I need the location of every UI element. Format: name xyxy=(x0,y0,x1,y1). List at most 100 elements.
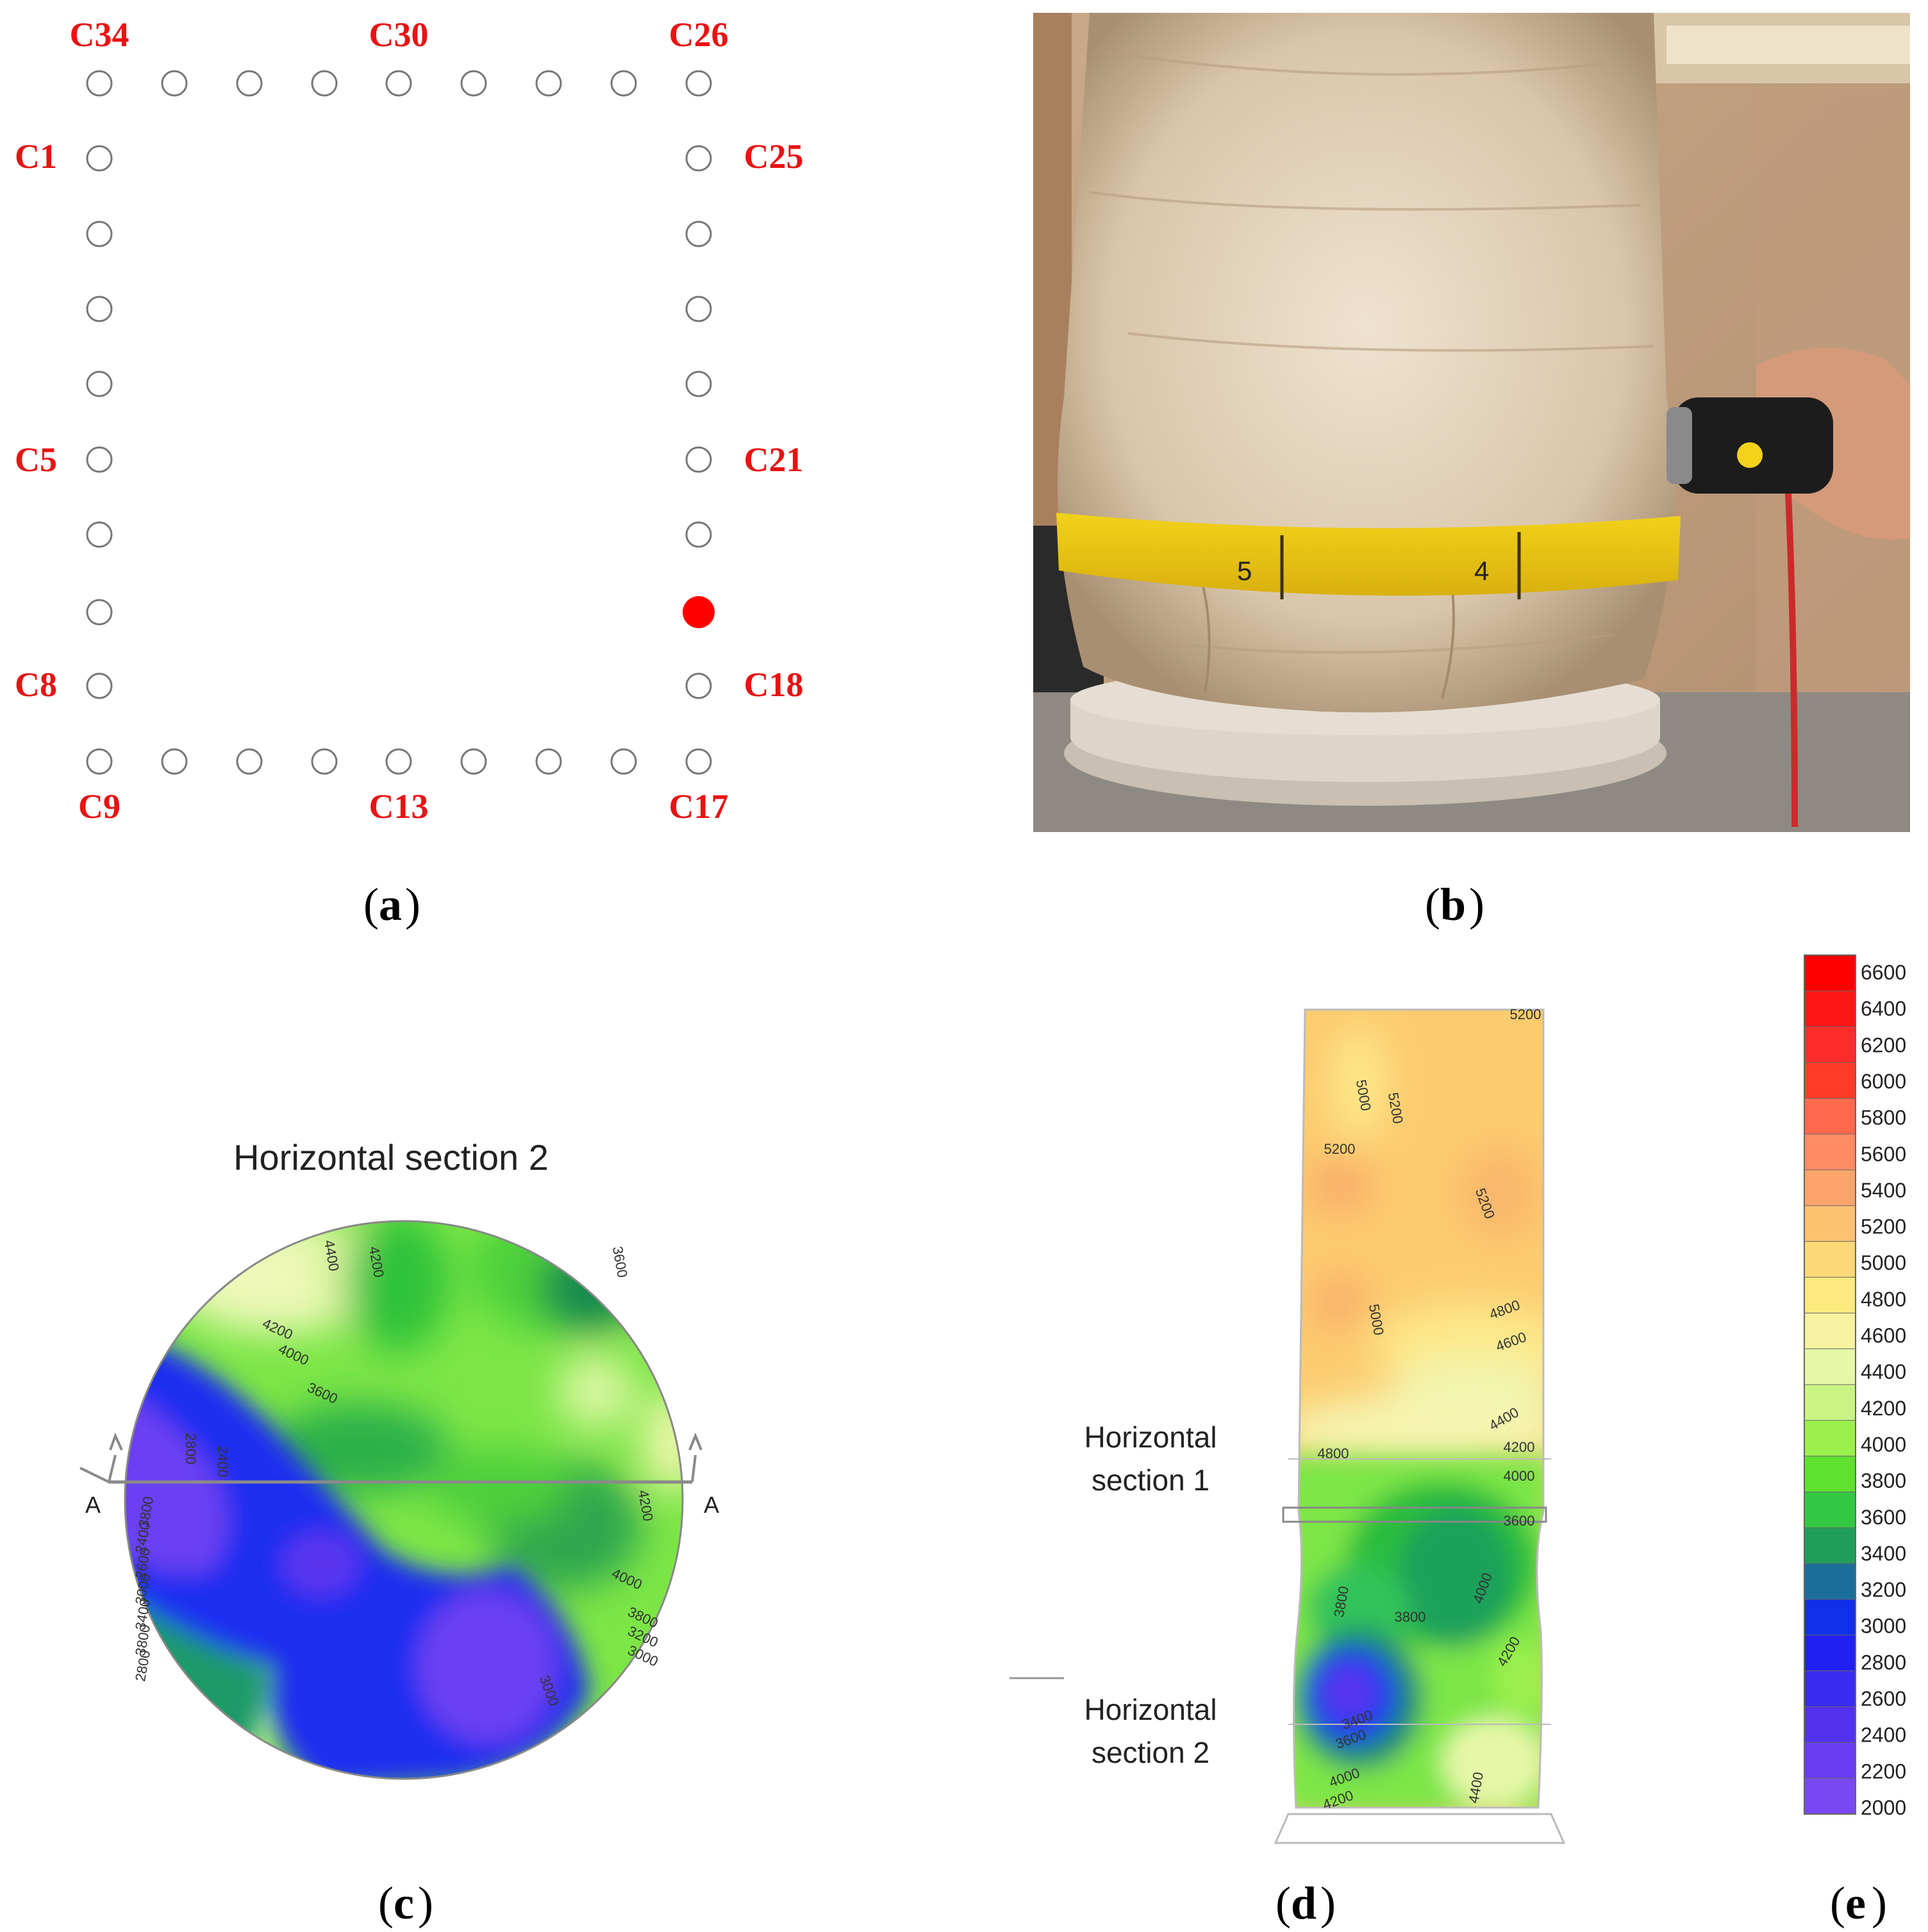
caption-b: ( b ) xyxy=(1425,879,1484,930)
measure-point xyxy=(161,748,188,775)
measure-point xyxy=(236,70,263,97)
svg-text:Horizontal: Horizontal xyxy=(1084,1420,1217,1454)
legend-band xyxy=(1804,1420,1856,1457)
legend-tick-label: 3200 xyxy=(1861,1578,1906,1601)
legend-band xyxy=(1804,1742,1856,1779)
measure-point xyxy=(86,672,113,699)
velocity-legend: 6600 6400 6200 6000 5800 5600 5400 5200 5000 4800… xyxy=(1804,954,1906,1819)
legend-tick-label: 4800 xyxy=(1861,1288,1906,1311)
svg-text:Horizontal: Horizontal xyxy=(1084,1693,1217,1726)
legend-tick-label: 2400 xyxy=(1861,1724,1906,1747)
legend-band xyxy=(1804,1706,1856,1744)
legend-tick-label: 3800 xyxy=(1861,1469,1906,1492)
contour-label: 2400 xyxy=(215,1446,231,1478)
panel-a-grid: C34 C30 C26 C1 C25 C5 C21 C8 C18 C9 C13 … xyxy=(15,15,804,826)
legend-tick-label: 2800 xyxy=(1861,1651,1906,1674)
legend-tick-label: 6200 xyxy=(1861,1033,1906,1056)
measure-point xyxy=(610,70,637,97)
legend-band xyxy=(1804,1241,1856,1278)
measure-point xyxy=(86,446,113,473)
legend-bands xyxy=(1804,954,1856,1815)
label-c1: C1 xyxy=(15,137,57,176)
label-c13: C13 xyxy=(369,787,429,826)
active-point-marker xyxy=(683,596,715,628)
legend-tick-label: 6000 xyxy=(1861,1070,1906,1093)
legend-tick-label: 5400 xyxy=(1861,1179,1906,1202)
svg-text:): ) xyxy=(418,1878,433,1929)
legend-band xyxy=(1804,1635,1856,1672)
legend-band xyxy=(1804,1313,1856,1350)
column-photo: 5 4 xyxy=(1033,13,1910,832)
measure-point xyxy=(685,672,712,699)
legend-tick-label: 2000 xyxy=(1861,1796,1906,1819)
legend-band xyxy=(1804,1098,1856,1135)
legend-band xyxy=(1804,1170,1856,1206)
section-2-label: Horizontal section 2 xyxy=(1084,1693,1217,1769)
label-c18: C18 xyxy=(744,665,804,704)
legend-band xyxy=(1804,1456,1856,1493)
measure-point xyxy=(236,748,263,775)
legend-band xyxy=(1804,1349,1856,1385)
transducer-points xyxy=(86,70,712,775)
label-c9: C9 xyxy=(78,787,120,826)
svg-text:(: ( xyxy=(1830,1878,1845,1929)
svg-text:): ) xyxy=(1872,1878,1887,1929)
measure-point xyxy=(685,145,712,172)
legend-tick-label: 4600 xyxy=(1861,1324,1906,1347)
caption-e: ( e ) xyxy=(1830,1878,1887,1929)
legend-band xyxy=(1804,1599,1856,1636)
caption-c: ( c ) xyxy=(378,1878,433,1929)
svg-text:(: ( xyxy=(363,879,379,930)
legend-tick-label: 6400 xyxy=(1861,997,1906,1020)
svg-text:b: b xyxy=(1440,879,1466,930)
svg-text:d: d xyxy=(1291,1878,1317,1929)
measure-point xyxy=(685,748,712,775)
legend-tick-label: 3400 xyxy=(1861,1542,1906,1565)
section-mark-left: A xyxy=(85,1492,101,1518)
svg-text:c: c xyxy=(394,1878,414,1929)
measure-point xyxy=(86,70,113,97)
contour-label: 3800 xyxy=(1395,1609,1426,1625)
measure-point xyxy=(86,371,113,397)
svg-text:section 2: section 2 xyxy=(1092,1736,1209,1769)
legend-band xyxy=(1804,1528,1856,1565)
measure-point xyxy=(385,748,412,775)
legend-tick-label: 4400 xyxy=(1861,1360,1906,1383)
section-1-label: Horizontal section 1 xyxy=(1084,1420,1217,1497)
svg-text:): ) xyxy=(405,879,420,930)
contour-label: 4200 xyxy=(1504,1439,1535,1455)
caption-d: ( d ) xyxy=(1276,1878,1336,1929)
legend-tick-label: 5800 xyxy=(1861,1106,1906,1129)
contour-label: 3600 xyxy=(1504,1513,1535,1529)
legend-tick-label: 3600 xyxy=(1861,1506,1906,1529)
measure-point xyxy=(685,371,712,397)
legend-band xyxy=(1804,1062,1856,1099)
measure-point xyxy=(610,748,637,775)
legend-tick-label: 5000 xyxy=(1861,1251,1906,1274)
section-mark-right: A xyxy=(704,1492,719,1518)
legend-band xyxy=(1804,1563,1856,1600)
legend-tick-label: 5200 xyxy=(1861,1215,1906,1238)
contour-label: 5200 xyxy=(1324,1141,1356,1157)
measure-point xyxy=(385,70,412,97)
measure-point xyxy=(460,70,487,97)
svg-text:): ) xyxy=(1320,1878,1336,1929)
measure-point xyxy=(535,70,562,97)
legend-tick-label: 3000 xyxy=(1861,1615,1906,1638)
legend-tick-label: 4000 xyxy=(1861,1433,1906,1456)
label-c21: C21 xyxy=(744,440,804,479)
measure-point xyxy=(86,599,113,626)
legend-band xyxy=(1804,990,1856,1028)
label-c8: C8 xyxy=(15,665,57,704)
measure-point xyxy=(685,446,712,473)
label-c34: C34 xyxy=(70,15,129,54)
legend-band xyxy=(1804,1385,1856,1421)
legend-band xyxy=(1804,1205,1856,1242)
legend-band xyxy=(1804,1026,1856,1063)
label-c26: C26 xyxy=(669,15,729,54)
measure-point xyxy=(685,296,712,322)
legend-tick-label: 6600 xyxy=(1861,961,1906,984)
measure-point xyxy=(311,70,338,97)
